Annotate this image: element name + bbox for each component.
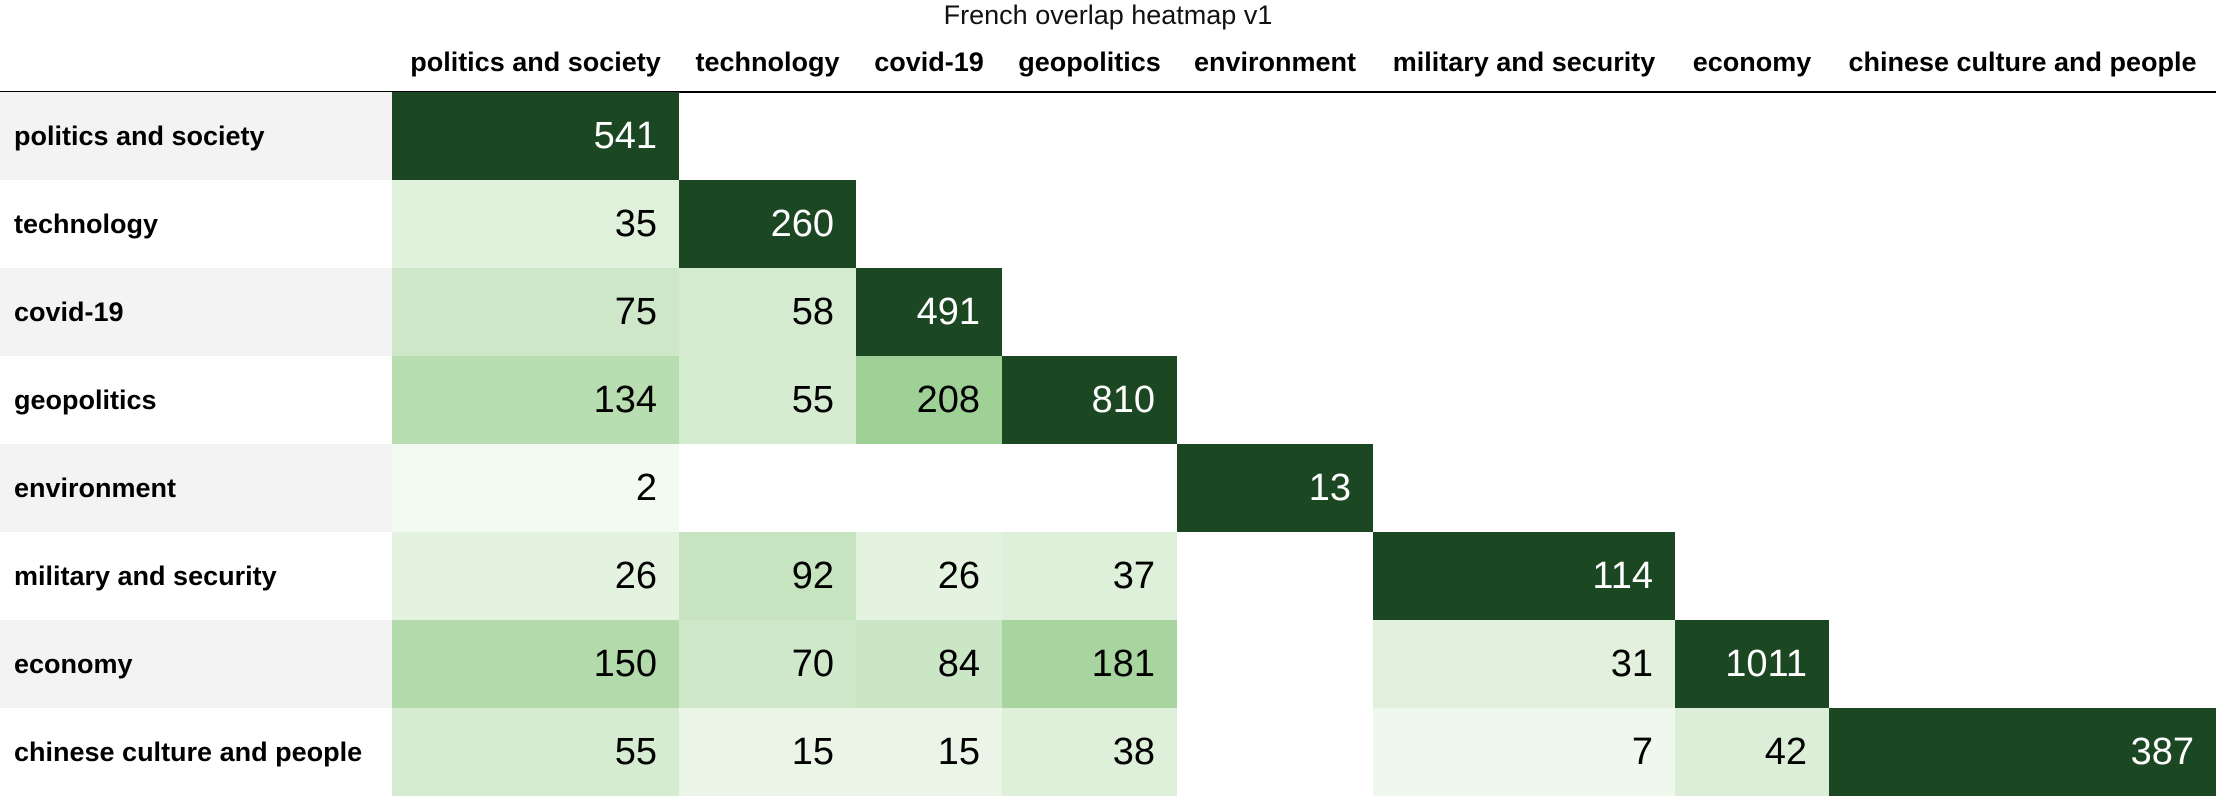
- cell-value-label: 70: [791, 643, 834, 685]
- cell-value-label: 38: [1112, 731, 1155, 773]
- heatmap-cell: 37: [1002, 532, 1177, 620]
- column-header: military and security: [1392, 47, 1656, 77]
- column-header: technology: [695, 47, 840, 77]
- column-header: covid-19: [874, 47, 984, 77]
- cell-value-label: 42: [1764, 731, 1807, 773]
- column-header: politics and society: [410, 47, 661, 77]
- cell-value-label: 55: [791, 379, 834, 421]
- cell-value-label: 208: [916, 379, 980, 421]
- cell-value-label: 55: [614, 731, 657, 773]
- cell-value-label: 7: [1631, 731, 1653, 773]
- heatmap-cell-diagonal: 114: [1373, 532, 1675, 620]
- cell-value-label: 26: [614, 555, 657, 597]
- row-label-band: [0, 92, 392, 180]
- heatmap-cell-diagonal: 491: [856, 268, 1002, 356]
- cell-value-label: 260: [770, 203, 834, 245]
- row-label: economy: [14, 649, 133, 679]
- cell-value-label: 75: [614, 291, 657, 333]
- heatmap-cell: 35: [392, 180, 679, 268]
- cell-value-label: 58: [791, 291, 834, 333]
- row-label: politics and society: [14, 121, 265, 151]
- heatmap-cell: 7: [1373, 708, 1675, 796]
- heatmap-cell: 208: [856, 356, 1002, 444]
- heatmap-cell: 26: [392, 532, 679, 620]
- heatmap-cell: 181: [1002, 620, 1177, 708]
- cell-value-label: 114: [1592, 555, 1653, 597]
- heatmap-cell: 15: [679, 708, 856, 796]
- row-label: environment: [14, 473, 177, 503]
- cell-value-label: 2: [635, 467, 657, 509]
- cell-value-label: 37: [1112, 555, 1155, 597]
- heatmap-cell-diagonal: 387: [1829, 708, 2216, 796]
- cell-value-label: 181: [1091, 643, 1155, 685]
- heatmap-cell: 26: [856, 532, 1002, 620]
- column-header: environment: [1193, 47, 1357, 77]
- heatmap-cell: 92: [679, 532, 856, 620]
- row-label-band: [0, 444, 392, 532]
- row-label: military and security: [14, 561, 277, 591]
- row-label-band: [0, 268, 392, 356]
- heatmap-cell-diagonal: 810: [1002, 356, 1177, 444]
- row-label-band: [0, 620, 392, 708]
- cell-value-label: 1011: [1725, 643, 1807, 685]
- row-label: geopolitics: [14, 385, 157, 415]
- heatmap-cell: 55: [679, 356, 856, 444]
- heatmap-cell: 55: [392, 708, 679, 796]
- row-label: technology: [14, 209, 159, 239]
- heatmap-cell: 134: [392, 356, 679, 444]
- row-label: covid-19: [14, 297, 124, 327]
- cell-value-label: 134: [593, 379, 657, 421]
- heatmap-cell: 75: [392, 268, 679, 356]
- cell-value-label: 92: [791, 555, 834, 597]
- cell-value-label: 35: [614, 203, 657, 245]
- cell-value-label: 810: [1091, 379, 1155, 421]
- column-header: geopolitics: [1018, 47, 1161, 77]
- row-label: chinese culture and people: [14, 737, 363, 767]
- heatmap-cell-diagonal: 541: [392, 92, 679, 180]
- heatmap-cell: 38: [1002, 708, 1177, 796]
- heatmap-cell: 2: [392, 444, 679, 532]
- cell-value-label: 15: [937, 731, 980, 773]
- heatmap-cell: 15: [856, 708, 1002, 796]
- heatmap-cell: 150: [392, 620, 679, 708]
- heatmap-cell: 58: [679, 268, 856, 356]
- cell-value-label: 387: [2130, 731, 2194, 773]
- heatmap-cell-diagonal: 13: [1177, 444, 1373, 532]
- cell-value-label: 13: [1308, 467, 1351, 509]
- cell-value-label: 31: [1610, 643, 1653, 685]
- column-header: chinese culture and people: [1848, 47, 2197, 77]
- column-header: economy: [1692, 47, 1812, 77]
- heatmap-cell: 70: [679, 620, 856, 708]
- cell-value-label: 150: [593, 643, 657, 685]
- heatmap-cell: 42: [1675, 708, 1829, 796]
- cell-value-label: 84: [937, 643, 980, 685]
- heatmap-cell-diagonal: 260: [679, 180, 856, 268]
- heatmap-cell: 31: [1373, 620, 1675, 708]
- cell-value-label: 26: [937, 555, 980, 597]
- cell-value-label: 541: [593, 115, 657, 157]
- header-rule: [0, 91, 2216, 93]
- cell-value-label: 15: [791, 731, 834, 773]
- chart-title: French overlap heatmap v1: [943, 0, 1273, 30]
- cell-value-label: 491: [916, 291, 980, 333]
- heatmap-cell: 84: [856, 620, 1002, 708]
- heatmap-cell-diagonal: 1011: [1675, 620, 1829, 708]
